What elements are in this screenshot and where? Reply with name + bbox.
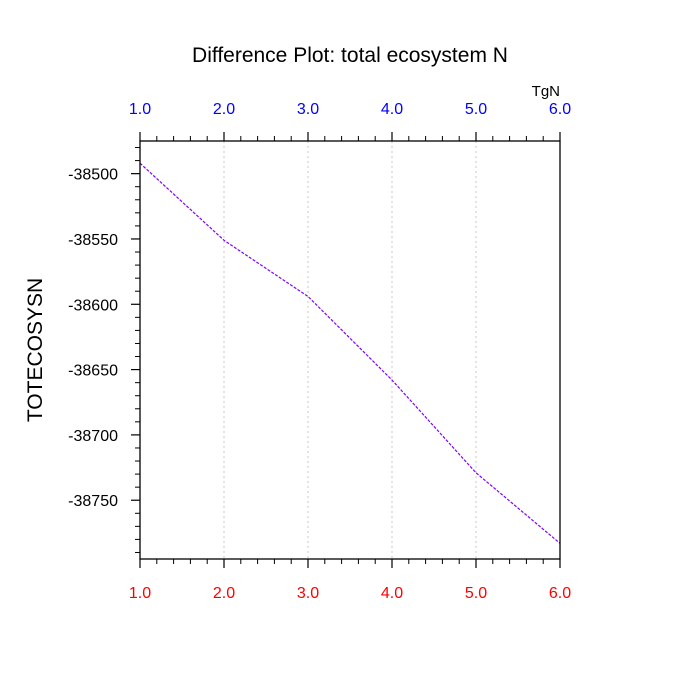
major-ticks bbox=[131, 132, 561, 568]
bottom-tick-label: 3.0 bbox=[297, 585, 319, 602]
plot-frame bbox=[139, 140, 561, 560]
data-series bbox=[139, 162, 561, 544]
bottom-tick-label: 2.0 bbox=[213, 585, 235, 602]
y-axis-label: TOTECOSYSN bbox=[24, 278, 47, 422]
top-tick-label: 6.0 bbox=[549, 101, 571, 118]
bottom-tick-label: 4.0 bbox=[381, 585, 403, 602]
y-tick-label: -38700 bbox=[68, 428, 118, 445]
series-line bbox=[139, 162, 561, 544]
grid-lines bbox=[223, 141, 477, 559]
chart-title: Difference Plot: total ecosystem N bbox=[192, 44, 508, 67]
bottom-tick-label: 1.0 bbox=[129, 585, 151, 602]
y-tick-labels: -38500 -38550 -38600 -38650 -38700 -38750 bbox=[68, 167, 118, 511]
top-tick-label: 3.0 bbox=[297, 101, 319, 118]
bottom-tick-label: 6.0 bbox=[549, 585, 571, 602]
y-tick-label: -38600 bbox=[68, 297, 118, 314]
minor-ticks bbox=[135, 136, 544, 564]
top-tick-labels: 1.0 2.0 3.0 4.0 5.0 6.0 bbox=[129, 101, 571, 118]
top-tick-label: 2.0 bbox=[213, 101, 235, 118]
bottom-tick-label: 5.0 bbox=[465, 585, 487, 602]
top-axis-unit-label: TgN bbox=[532, 83, 560, 100]
bottom-tick-labels: 1.0 2.0 3.0 4.0 5.0 6.0 bbox=[129, 585, 571, 602]
y-tick-label: -38500 bbox=[68, 167, 118, 184]
top-tick-label: 1.0 bbox=[129, 101, 151, 118]
y-tick-label: -38550 bbox=[68, 232, 118, 249]
top-tick-label: 4.0 bbox=[381, 101, 403, 118]
y-tick-label: -38650 bbox=[68, 363, 118, 380]
y-tick-label: -38750 bbox=[68, 493, 118, 510]
top-tick-label: 5.0 bbox=[465, 101, 487, 118]
